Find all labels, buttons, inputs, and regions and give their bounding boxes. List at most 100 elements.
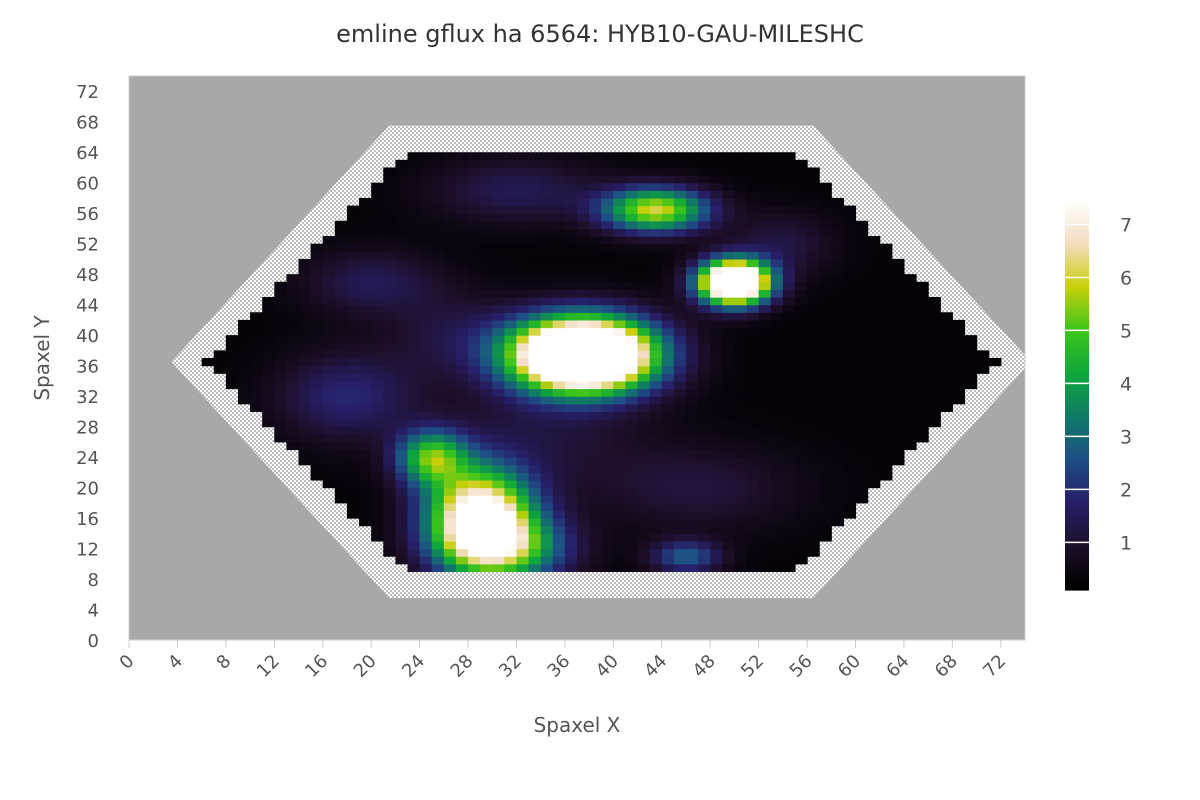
heatmap-cell: [625, 563, 639, 572]
heatmap-cell: [577, 342, 590, 351]
heatmap-cell: [710, 335, 723, 344]
heatmap-cell: [468, 243, 481, 252]
heatmap-cell: [673, 495, 687, 504]
heatmap-cell: [516, 213, 530, 222]
colorbar-segment: [1065, 230, 1089, 235]
heatmap-cell: [540, 502, 554, 512]
heatmap-cell: [625, 297, 639, 306]
heatmap-cell: [722, 411, 736, 420]
heatmap-cell: [468, 418, 481, 428]
heatmap-cell: [516, 319, 530, 329]
heatmap-cell: [770, 152, 784, 161]
heatmap-cell: [649, 197, 663, 207]
heatmap-cell: [564, 213, 578, 222]
heatmap-cell: [528, 434, 542, 443]
heatmap-cell: [661, 251, 675, 260]
heatmap-cell: [443, 159, 457, 169]
heatmap-cell: [649, 228, 663, 237]
colorbar-segment: [1065, 378, 1089, 383]
colorbar-segment: [1065, 402, 1089, 407]
heatmap-cell: [710, 525, 723, 534]
heatmap-cell: [698, 319, 711, 329]
heatmap-cell: [770, 319, 784, 329]
colorbar-segment: [1065, 570, 1089, 575]
heatmap-cell: [819, 297, 832, 306]
heatmap-cell: [661, 197, 675, 207]
heatmap-cell: [419, 495, 433, 504]
heatmap-cell: [685, 525, 699, 534]
heatmap-cell: [819, 243, 832, 252]
heatmap-cell: [613, 358, 627, 367]
heatmap-cell: [431, 205, 445, 214]
heatmap-cell: [468, 213, 481, 222]
heatmap-cell: [443, 441, 457, 451]
heatmap-cell: [564, 197, 578, 207]
heatmap-cell: [831, 350, 844, 359]
heatmap-cell: [395, 274, 409, 283]
heatmap-cell: [698, 182, 711, 191]
heatmap-cell: [782, 403, 796, 412]
heatmap-cell: [770, 388, 784, 397]
heatmap-cell: [504, 281, 518, 290]
heatmap-cell: [334, 350, 348, 359]
heatmap-cell: [782, 297, 796, 306]
heatmap-cell: [552, 289, 566, 298]
heatmap-cell: [891, 281, 905, 290]
heatmap-cell: [903, 380, 917, 390]
heatmap-cell: [419, 556, 433, 565]
heatmap-cell: [334, 495, 348, 504]
heatmap-cell: [867, 342, 881, 351]
heatmap-cell: [383, 281, 396, 290]
heatmap-cell: [673, 243, 687, 252]
heatmap-cell: [685, 228, 699, 237]
heatmap-cell: [492, 441, 505, 451]
heatmap-cell: [334, 388, 348, 397]
heatmap-cell: [383, 457, 396, 466]
colorbar-segment: [1065, 234, 1089, 239]
heatmap-cell: [359, 441, 372, 451]
heatmap-cell: [564, 243, 578, 252]
heatmap-cell: [698, 350, 711, 359]
colorbar-tick-label: 2: [1120, 479, 1132, 501]
heatmap-cell: [516, 220, 530, 230]
heatmap-cell: [286, 380, 300, 390]
heatmap-cell: [480, 518, 493, 527]
heatmap-cell: [468, 365, 481, 374]
heatmap-cell: [577, 197, 590, 207]
heatmap-cell: [371, 479, 384, 489]
heatmap-cell: [480, 373, 493, 382]
colorbar-tick-label: 1: [1120, 532, 1132, 554]
heatmap-cell: [577, 457, 590, 466]
heatmap-cell: [649, 510, 663, 519]
heatmap-cell: [734, 304, 748, 313]
heatmap-cell: [298, 365, 312, 374]
heatmap-cell: [698, 159, 711, 169]
heatmap-cell: [310, 251, 324, 260]
heatmap-cell: [443, 388, 457, 397]
heatmap-cell: [455, 342, 469, 351]
heatmap-cell: [298, 289, 312, 298]
heatmap-cell: [831, 396, 844, 405]
heatmap-cell: [589, 297, 602, 306]
heatmap-cell: [855, 243, 869, 252]
heatmap-cell: [431, 251, 445, 260]
heatmap-cell: [758, 403, 772, 412]
heatmap-cell: [710, 327, 723, 336]
heatmap-cell: [843, 464, 857, 473]
heatmap-cell: [794, 548, 808, 557]
heatmap-cell: [589, 380, 602, 390]
heatmap-cell: [685, 251, 699, 260]
heatmap-cell: [637, 380, 651, 390]
heatmap-cell: [843, 297, 857, 306]
heatmap-cell: [577, 396, 590, 405]
heatmap-cell: [903, 350, 917, 359]
heatmap-cell: [649, 167, 663, 176]
heatmap-cell: [758, 266, 772, 275]
heatmap-cell: [710, 175, 723, 184]
heatmap-cell: [601, 220, 614, 230]
heatmap-cell: [516, 380, 530, 390]
heatmap-cell: [552, 472, 566, 481]
heatmap-cell: [383, 434, 396, 443]
heatmap-cell: [468, 159, 481, 169]
heatmap-cell: [346, 464, 360, 473]
